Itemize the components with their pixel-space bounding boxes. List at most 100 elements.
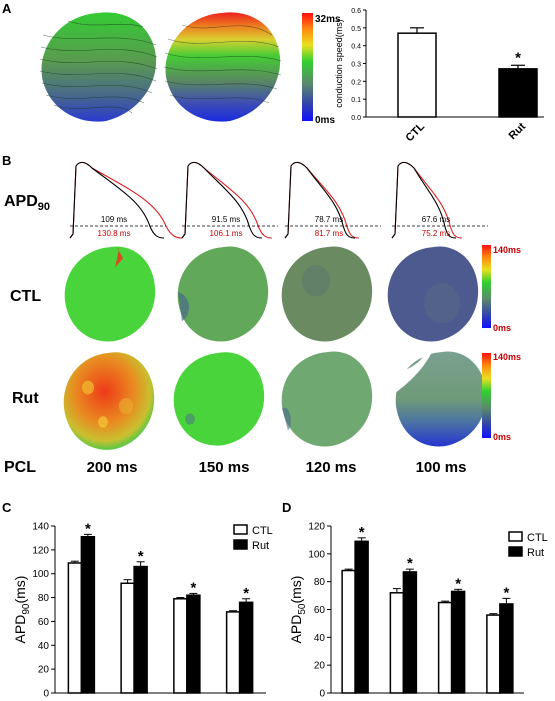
row-label-pcl: PCL xyxy=(4,459,36,476)
legend-swatch-ctl xyxy=(233,524,248,535)
significance-marker: * xyxy=(243,585,249,602)
legend-swatch-rut xyxy=(233,539,248,550)
bar-rut xyxy=(402,571,418,694)
row-label-rut: Rut xyxy=(12,390,39,407)
y-tick-label: 100 xyxy=(32,569,49,580)
y-tick-label: 120 xyxy=(308,522,325,533)
apd-scale-rut: 140ms 0ms xyxy=(482,352,521,442)
apd-map-ctl-150 xyxy=(177,246,269,342)
trace-ctl xyxy=(181,161,263,239)
y-tick-label: 60 xyxy=(314,605,326,616)
legend-label-rut: Rut xyxy=(527,547,544,559)
apd-scale-rut-min: 0ms xyxy=(493,432,511,442)
trace-ctl xyxy=(69,161,165,239)
y-tick-label: 140 xyxy=(32,522,49,533)
significance-marker: * xyxy=(85,520,91,537)
y-tick-label: 60 xyxy=(38,617,50,628)
apd-map-ctl-100 xyxy=(387,246,479,342)
apd-map-rut-100 xyxy=(395,351,487,447)
trace-rut xyxy=(391,161,463,239)
apd-scale-rut-max: 140ms xyxy=(493,352,521,362)
y-tick-label: 40 xyxy=(38,641,50,652)
action-potential-traces: 109 ms 130.8 ms 91.5 ms 106.1 ms 78.7 ms 81.7… xyxy=(69,161,488,239)
trace-rut xyxy=(181,161,273,239)
bar-ctl xyxy=(120,582,135,694)
y-tick-label: 80 xyxy=(314,577,326,588)
trace-rut xyxy=(284,161,360,239)
row-label-apd90: APD90 xyxy=(4,193,50,213)
significance-marker: * xyxy=(138,548,144,565)
pcl-label-100: 100 ms xyxy=(416,459,467,476)
panel-label-a: A xyxy=(2,1,12,16)
y-tick-label: 20 xyxy=(314,661,326,672)
y-tick-label: 0.3 xyxy=(351,62,361,69)
y-axis-label: APD90(ms) xyxy=(12,576,32,644)
x-tick-label: Rut xyxy=(507,120,529,142)
trace-rut xyxy=(69,161,183,239)
apd-map-rut-200 xyxy=(63,352,155,450)
significance-marker: * xyxy=(190,579,196,596)
bar-rut xyxy=(238,601,254,694)
pcl-label-120: 120 ms xyxy=(306,459,357,476)
bar-ctl xyxy=(341,569,356,694)
apd90-value-rut: 75.2 ms xyxy=(422,229,450,238)
pcl-label-150: 150 ms xyxy=(199,459,250,476)
apd90-value-ctl: 67.6 ms xyxy=(422,215,450,224)
apd-scale-ctl: 140ms 0ms xyxy=(482,245,521,333)
scale-min-label: 0ms xyxy=(315,115,335,126)
significance-marker: * xyxy=(359,524,365,541)
apd90-value-rut: 130.8 ms xyxy=(98,229,131,238)
bar-rut xyxy=(450,590,466,694)
bar-rut xyxy=(499,603,514,694)
apd90-value-ctl: 78.7 ms xyxy=(315,215,343,224)
apd90-value-rut: 81.7 ms xyxy=(315,229,343,238)
conduction-speed-chart: 0.0 0.1 0.2 0.3 0.4 0.5 0.6 conduction speed(ms… xyxy=(334,8,544,144)
pcl-label-200: 200 ms xyxy=(87,459,138,476)
legend-swatch-ctl xyxy=(508,531,523,542)
bar-ctl xyxy=(397,32,437,118)
y-tick-label: 20 xyxy=(38,665,50,676)
activation-color-scale: 32ms 0ms xyxy=(302,13,341,126)
bar-ctl xyxy=(225,611,241,694)
bar-ctl xyxy=(173,598,188,694)
bar-ctl xyxy=(437,601,453,694)
bar-ctl xyxy=(389,592,405,694)
significance-marker: * xyxy=(407,555,413,572)
y-tick-label: 0.2 xyxy=(351,79,361,86)
legend-label-rut: Rut xyxy=(252,540,269,552)
trace-ctl xyxy=(284,161,356,239)
activation-map-rut xyxy=(163,12,282,122)
legend-label-ctl: CTL xyxy=(527,532,548,544)
apd90-value-rut: 106.1 ms xyxy=(210,229,243,238)
y-axis-label: conduction speed(ms) xyxy=(334,19,344,108)
scale-max-label: 32ms xyxy=(315,14,341,25)
significance-marker: * xyxy=(515,49,521,66)
significance-marker: * xyxy=(503,584,509,601)
apd-map-rut-120 xyxy=(281,351,373,447)
apd-map-ctl-120 xyxy=(281,246,373,342)
y-tick-label: 40 xyxy=(314,633,326,644)
y-tick-label: 0.1 xyxy=(351,97,361,104)
bar-rut xyxy=(498,68,538,118)
bar-rut xyxy=(80,535,96,694)
significance-marker: * xyxy=(455,575,461,592)
bar-ctl xyxy=(486,614,501,694)
bar-rut xyxy=(354,540,369,694)
apd-scale-ctl-max: 140ms xyxy=(493,245,521,255)
bar-rut xyxy=(133,565,148,694)
panel-label-b: B xyxy=(2,153,11,168)
y-tick-label: 0.6 xyxy=(351,8,361,15)
y-tick-label: 100 xyxy=(308,549,325,560)
y-tick-label: 0.5 xyxy=(351,26,361,33)
panel-label-c: C xyxy=(2,500,12,515)
y-tick-label: 120 xyxy=(32,545,49,556)
legend-swatch-rut xyxy=(508,546,523,557)
x-tick-label: CTL xyxy=(404,120,428,144)
apd90-value-ctl: 91.5 ms xyxy=(212,215,240,224)
y-axis-label: APD50(ms) xyxy=(288,576,308,644)
activation-map-ctl xyxy=(39,12,158,122)
panel-label-d: D xyxy=(282,500,291,515)
